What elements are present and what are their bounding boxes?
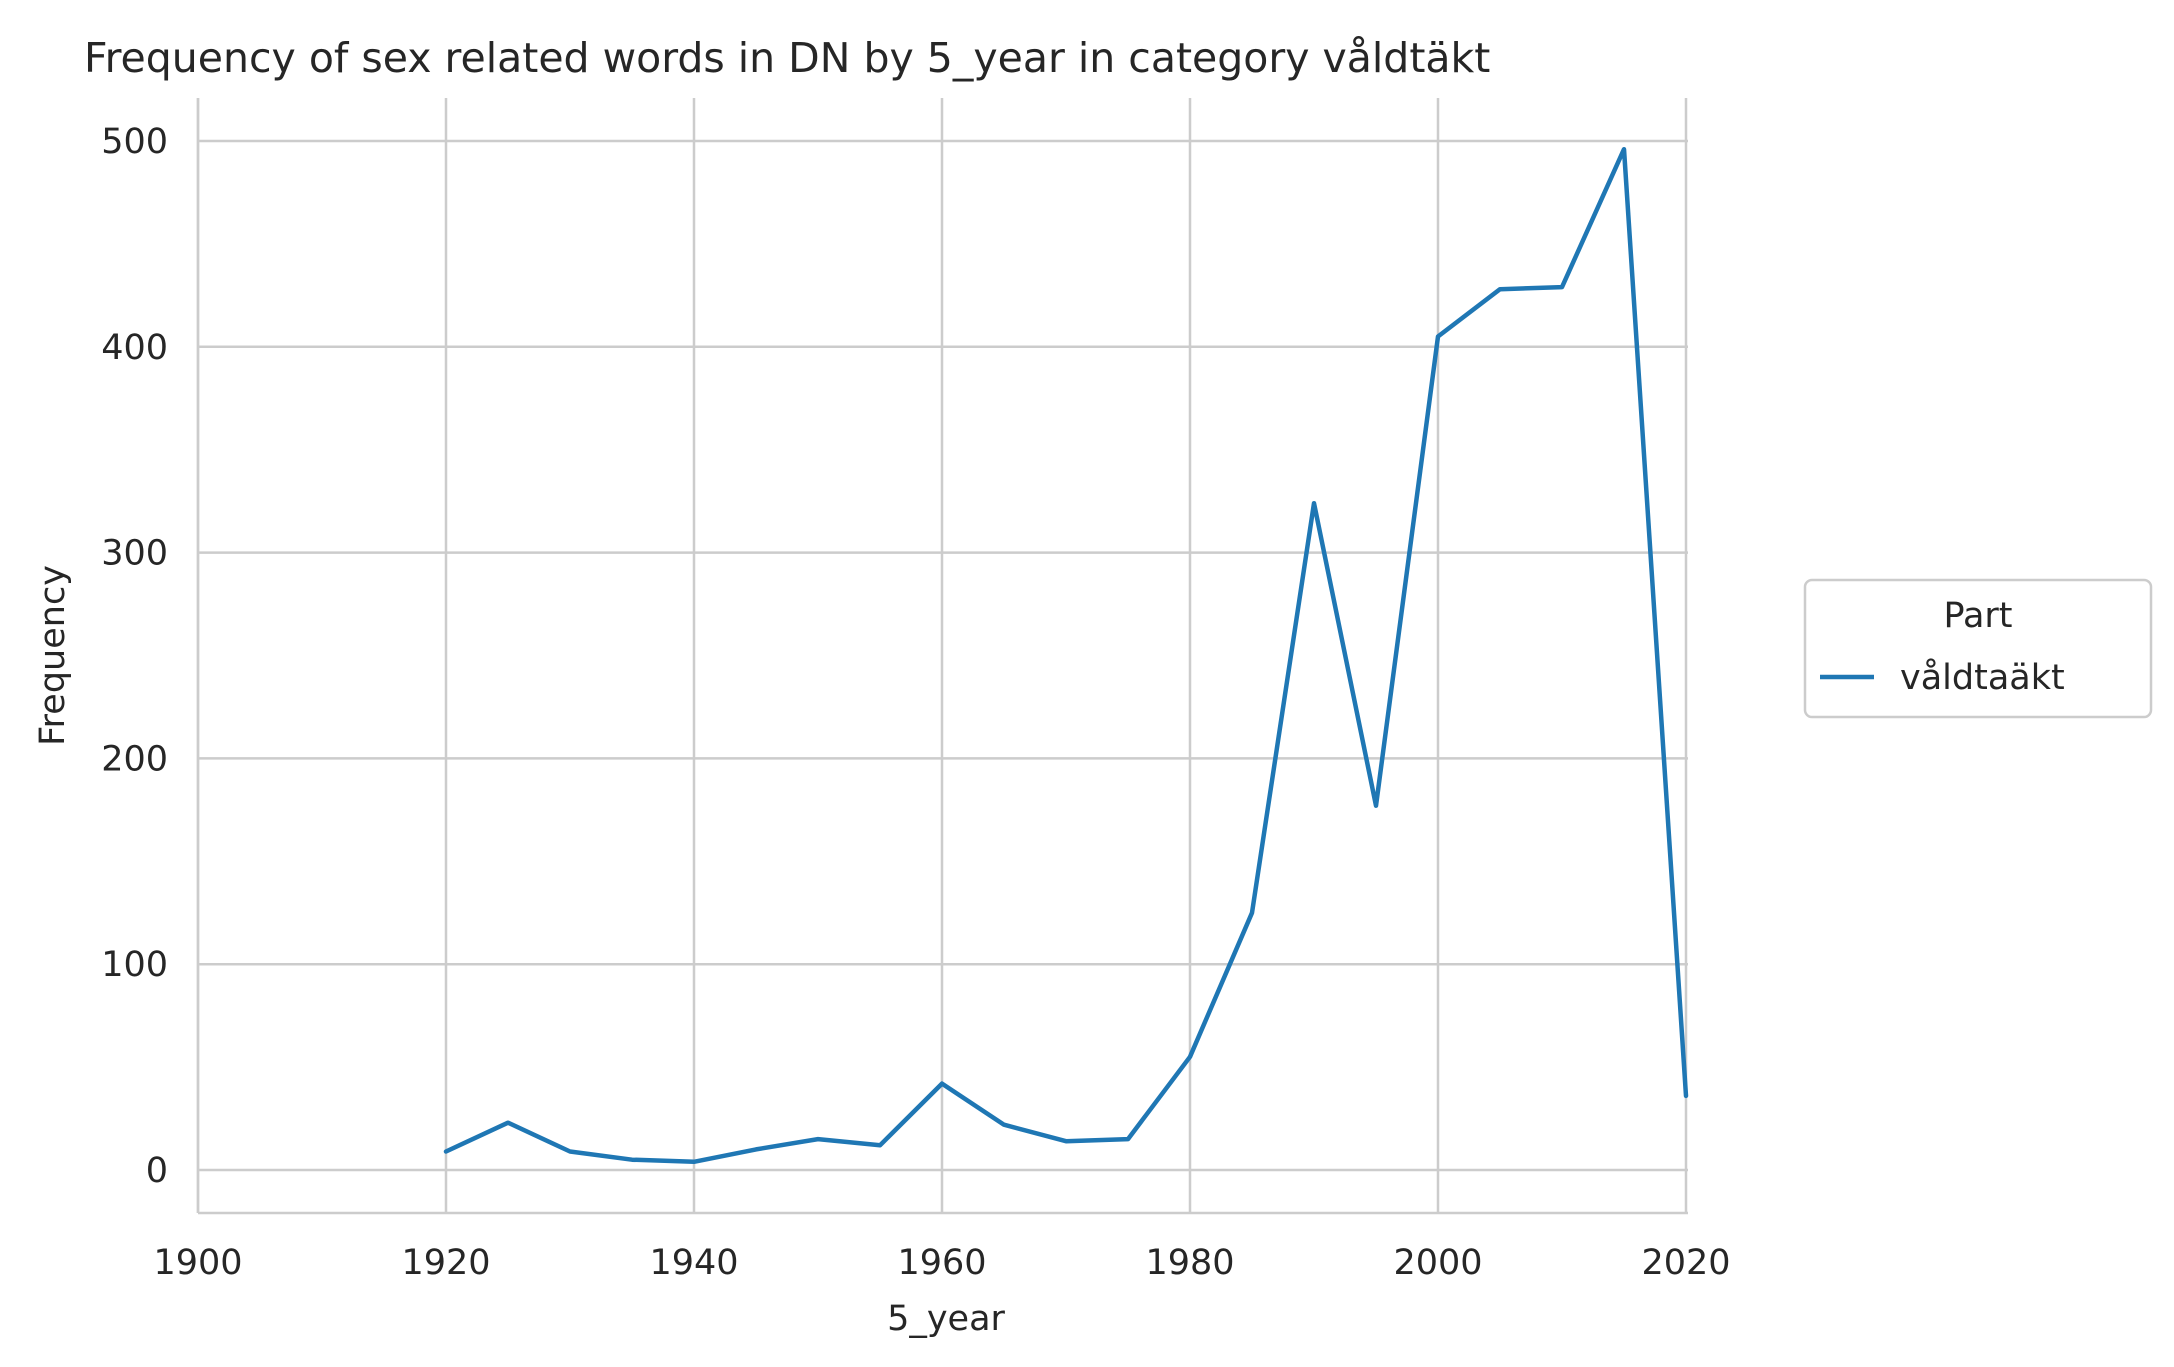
legend-title: Part — [1943, 596, 2012, 636]
y-tick-label-500: 500 — [101, 122, 168, 162]
chart-title: Frequency of sex related words in DN by … — [84, 34, 1490, 82]
x-gridlines — [196, 98, 1688, 1213]
y-axis-label: Frequency — [33, 565, 73, 746]
y-tick-label-400: 400 — [101, 328, 168, 368]
x-tick-label-1960: 1960 — [897, 1243, 986, 1283]
legend-label-0: våldtaäkt — [1900, 657, 2065, 698]
x-tick-label-2020: 2020 — [1641, 1243, 1730, 1283]
axes-spines — [196, 98, 1688, 1215]
y-gridlines — [198, 139, 1688, 1172]
y-tick-label-100: 100 — [101, 945, 168, 985]
x-tick-label-1920: 1920 — [401, 1243, 490, 1283]
x-tick-label-1940: 1940 — [649, 1243, 738, 1283]
legend-box — [1803, 578, 2153, 719]
y-axis-ticks: 0 100 200 300 400 500 — [101, 122, 168, 1191]
series-line-0 — [443, 146, 1689, 1165]
y-tick-label-0: 0 — [146, 1151, 168, 1191]
legend-items: våldtaäkt — [1820, 657, 2065, 698]
x-tick-label-2000: 2000 — [1393, 1243, 1482, 1283]
y-tick-label-300: 300 — [101, 534, 168, 574]
x-tick-label-1900: 1900 — [153, 1243, 242, 1283]
x-axis-label: 5_year — [887, 1299, 1005, 1339]
x-tick-label-1980: 1980 — [1145, 1243, 1234, 1283]
y-tick-label-200: 200 — [101, 739, 168, 779]
series-group — [443, 146, 1689, 1165]
x-axis-ticks: 1900 1920 1940 1960 1980 2000 2020 — [153, 1243, 1730, 1283]
legend: Part våldtaäkt — [1803, 578, 2153, 719]
